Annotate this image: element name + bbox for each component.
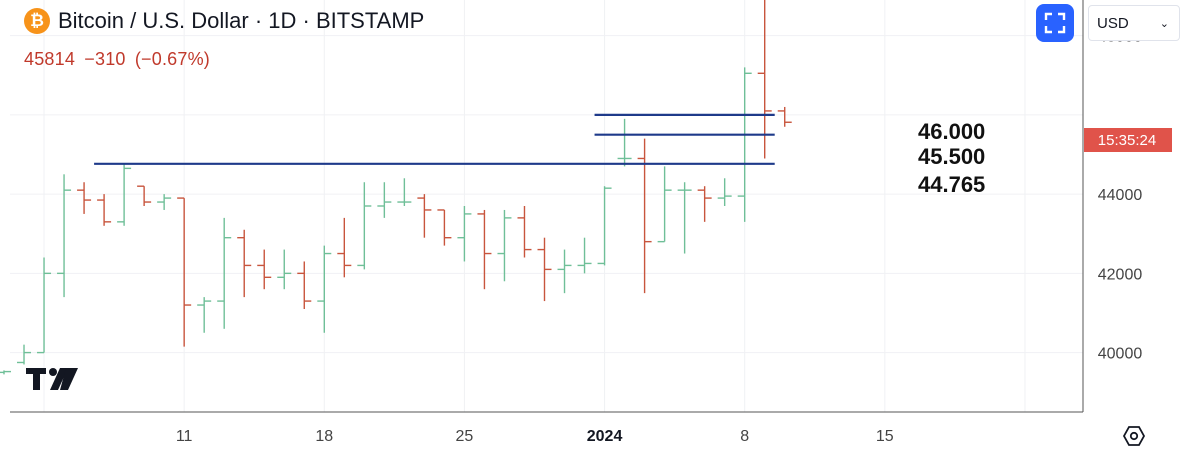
chart-header: ₿ Bitcoin / U.S. Dollar · 1D · BITSTAMP [24,8,424,34]
ohlc-bar [457,206,472,262]
currency-select[interactable]: USD ⌄ [1088,5,1180,41]
ohlc-bar [297,261,312,309]
ohlc-bar [637,138,652,294]
bitcoin-icon: ₿ [24,8,50,34]
price-tick-label: 40000 [1098,346,1143,363]
time-tick-label: 25 [456,428,474,445]
ohlc-bar [57,174,72,298]
ohlc-bar [577,237,592,274]
time-tick-label: 2024 [587,428,623,445]
time-tick-label: 11 [176,428,193,445]
ohlc-bar [597,186,612,266]
symbol-title[interactable]: Bitcoin / U.S. Dollar · 1D · BITSTAMP [58,8,425,33]
ohlc-bar [17,344,32,365]
ohlc-bar [777,106,792,127]
time-tick-label: 8 [740,428,749,445]
tradingview-logo-icon[interactable] [26,366,78,392]
price-tick-label: 44000 [1098,187,1143,204]
ohlc-bar [277,249,292,290]
level-label: 44.765 [918,172,985,197]
ohlc-bar [337,217,352,278]
ohlc-bar [117,164,132,226]
price-badge-text: 15:35:24 [1098,132,1156,149]
fullscreen-icon [1044,12,1066,34]
ohlc-bar [137,185,152,206]
ohlc-bar [497,209,512,282]
ohlc-bar [677,182,692,254]
time-axis[interactable]: 11 18 25 2024 8 15 [176,428,894,445]
price-change-percent: (−0.67%) [134,49,210,69]
price-quote: 45814 −310 (−0.67%) [24,49,214,70]
ohlc-bar [397,178,412,206]
level-label: 46.000 [918,119,985,144]
ohlc-bar [417,194,432,238]
ohlc-bar [757,0,772,159]
ohlc-bar [197,297,212,333]
ohlc-bar [257,249,272,290]
current-price-badge: 15:35:24 [1084,128,1172,152]
ohlc-bar [537,237,552,302]
ohlc-bar [357,182,372,270]
ohlc-bar [657,166,672,243]
fullscreen-button[interactable] [1036,4,1074,42]
level-label: 45.500 [918,144,985,169]
price-tick-label: 42000 [1098,266,1143,283]
ohlc-bar [377,182,392,218]
ohlc-bar [737,67,752,222]
price-badge-bg [1084,128,1172,152]
ohlc-bar [437,209,452,246]
ohlc-bar [697,186,712,222]
ohlc-bar [317,245,332,333]
ohlc-bar [617,118,632,167]
ohlc-bar [97,194,112,226]
ohlc-bar [37,257,52,354]
last-price: 45814 [24,49,76,69]
ohlc-bar [477,209,492,290]
ohlc-bar [177,197,192,347]
ohlc-bar [237,229,252,298]
price-change: −310 [84,49,126,69]
chevron-down-icon: ⌄ [1159,17,1169,30]
ohlc-bar [557,249,572,294]
time-tick-label: 15 [876,428,894,445]
ohlc-bar [157,194,172,210]
ohlc-bar [717,178,732,206]
currency-label: USD [1097,14,1129,32]
ohlc-bar [517,206,532,258]
ohlc-bar [77,182,92,214]
ohlc-bars [0,0,792,375]
price-axis[interactable]: 40000420004400048000 [1098,29,1143,363]
time-tick-label: 18 [315,428,333,445]
ohlc-bar [0,370,11,375]
settings-hexagon-icon[interactable] [1122,424,1146,448]
ohlc-bar [217,217,232,329]
